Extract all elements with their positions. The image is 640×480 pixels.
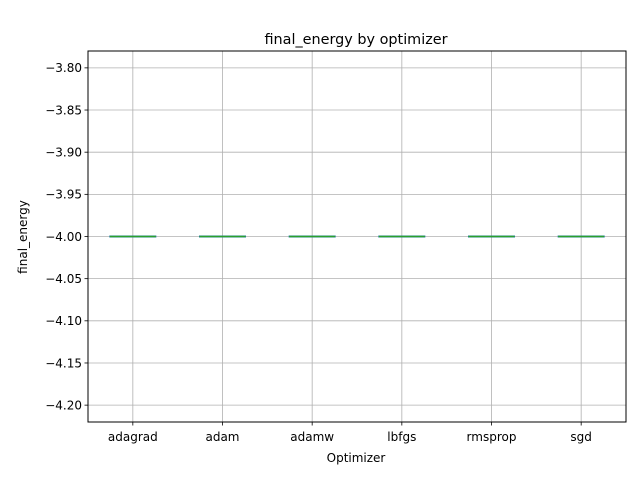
y-axis: −3.80 −3.85 −3.90 −3.95 −4.00 −4.05 −4.10 −4.15… xyxy=(45,61,88,412)
x-tick-label: lbfgs xyxy=(387,430,416,444)
x-tick-label: adagrad xyxy=(108,430,158,444)
y-tick-label: −4.05 xyxy=(45,272,82,286)
y-tick-label: −4.00 xyxy=(45,230,82,244)
x-tick-label: sgd xyxy=(570,430,592,444)
y-tick-label: −4.15 xyxy=(45,356,82,370)
x-tick-label: adam xyxy=(205,430,239,444)
y-tick-label: −4.10 xyxy=(45,314,82,328)
y-tick-label: −3.85 xyxy=(45,103,82,117)
y-axis-title: final_energy xyxy=(16,200,30,274)
x-tick-label: rmsprop xyxy=(467,430,517,444)
x-axis-title: Optimizer xyxy=(327,451,386,465)
y-tick-label: −4.20 xyxy=(45,398,82,412)
y-tick-label: −3.95 xyxy=(45,188,82,202)
chart-title: final_energy by optimizer xyxy=(264,32,447,48)
y-tick-label: −3.90 xyxy=(45,145,82,159)
x-tick-label: adamw xyxy=(290,430,334,444)
y-tick-label: −3.80 xyxy=(45,61,82,75)
boxplot-marks xyxy=(109,235,605,238)
x-axis: adagrad adam adamw lbfgs rmsprop sgd xyxy=(108,422,592,444)
